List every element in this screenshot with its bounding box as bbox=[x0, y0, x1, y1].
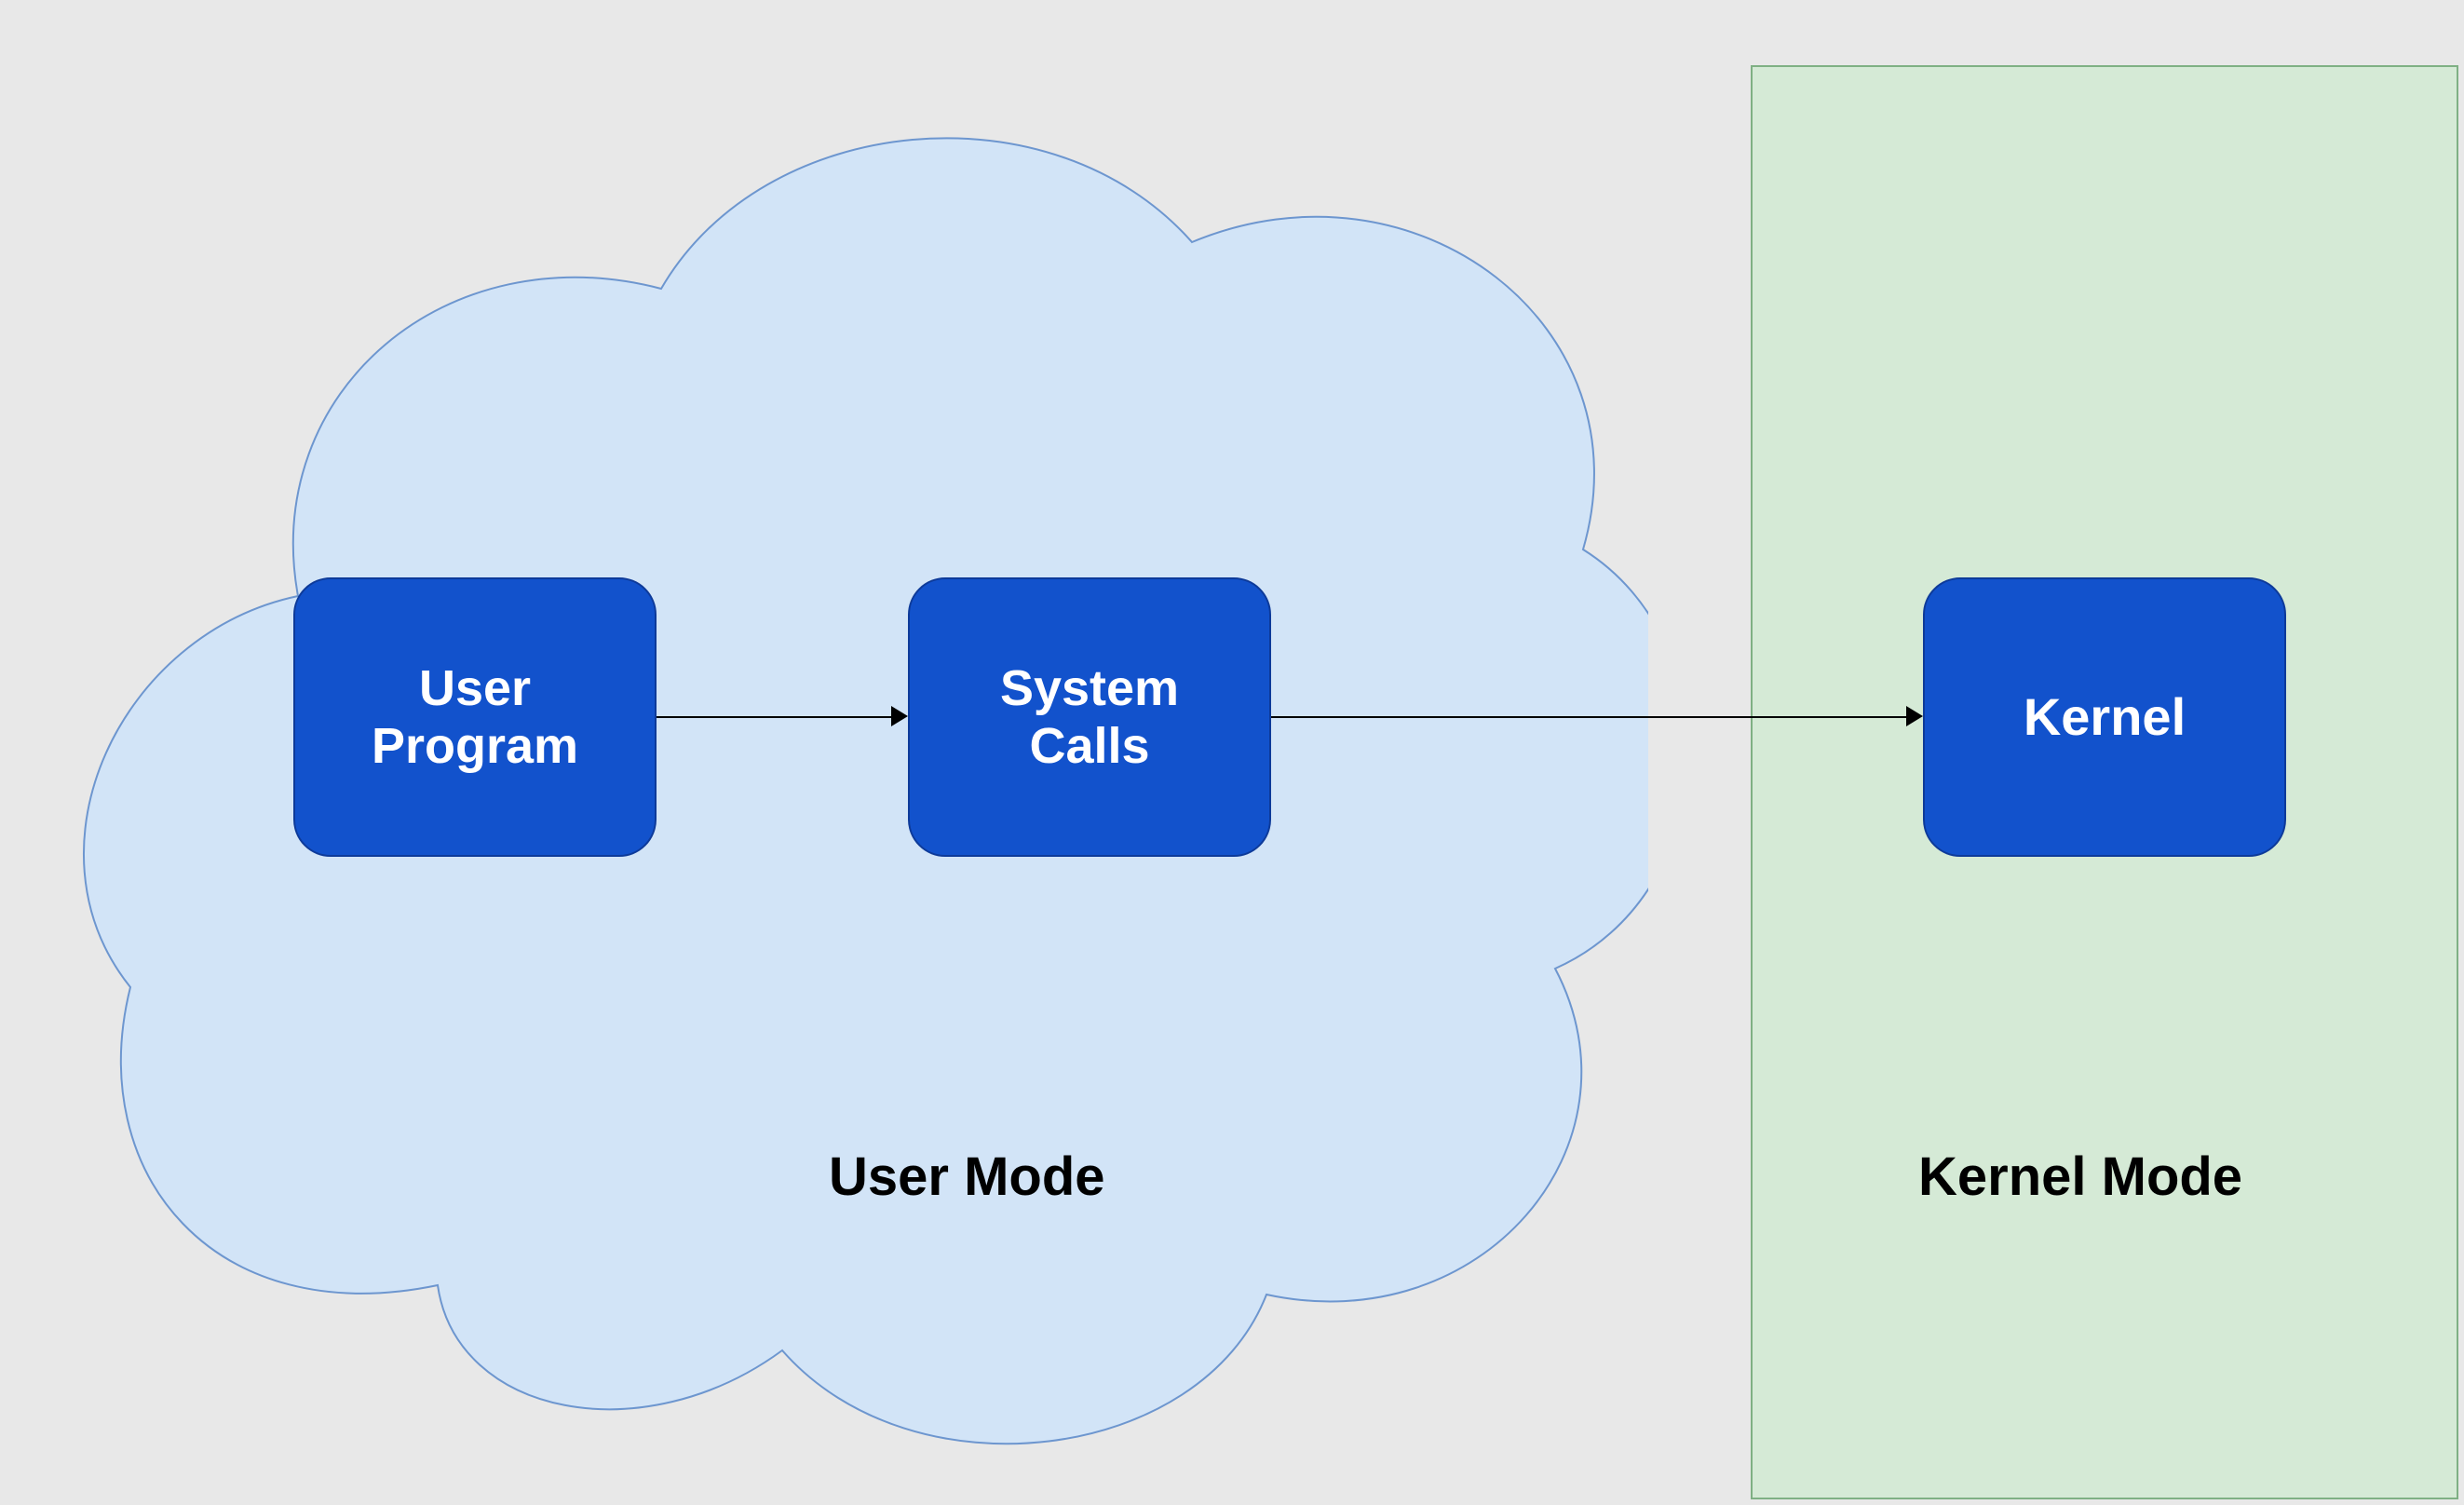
node-user-program: User Program bbox=[293, 577, 657, 857]
diagram-canvas: User Program System Calls Kernel User Mo… bbox=[0, 0, 2464, 1505]
node-kernel: Kernel bbox=[1923, 577, 2286, 857]
node-system-calls: System Calls bbox=[908, 577, 1271, 857]
node-kernel-label: Kernel bbox=[2024, 687, 2186, 747]
user-mode-label: User Mode bbox=[829, 1146, 1105, 1208]
arrow-2-head-icon bbox=[1906, 706, 1923, 726]
user-mode-cloud bbox=[47, 28, 1648, 1481]
arrow-1-line bbox=[657, 716, 891, 718]
arrow-2-line bbox=[1271, 716, 1906, 718]
arrow-1-head-icon bbox=[891, 706, 908, 726]
kernel-mode-label: Kernel Mode bbox=[1918, 1146, 2242, 1208]
node-user-program-label: User Program bbox=[372, 659, 578, 775]
node-system-calls-label: System Calls bbox=[1000, 659, 1179, 775]
